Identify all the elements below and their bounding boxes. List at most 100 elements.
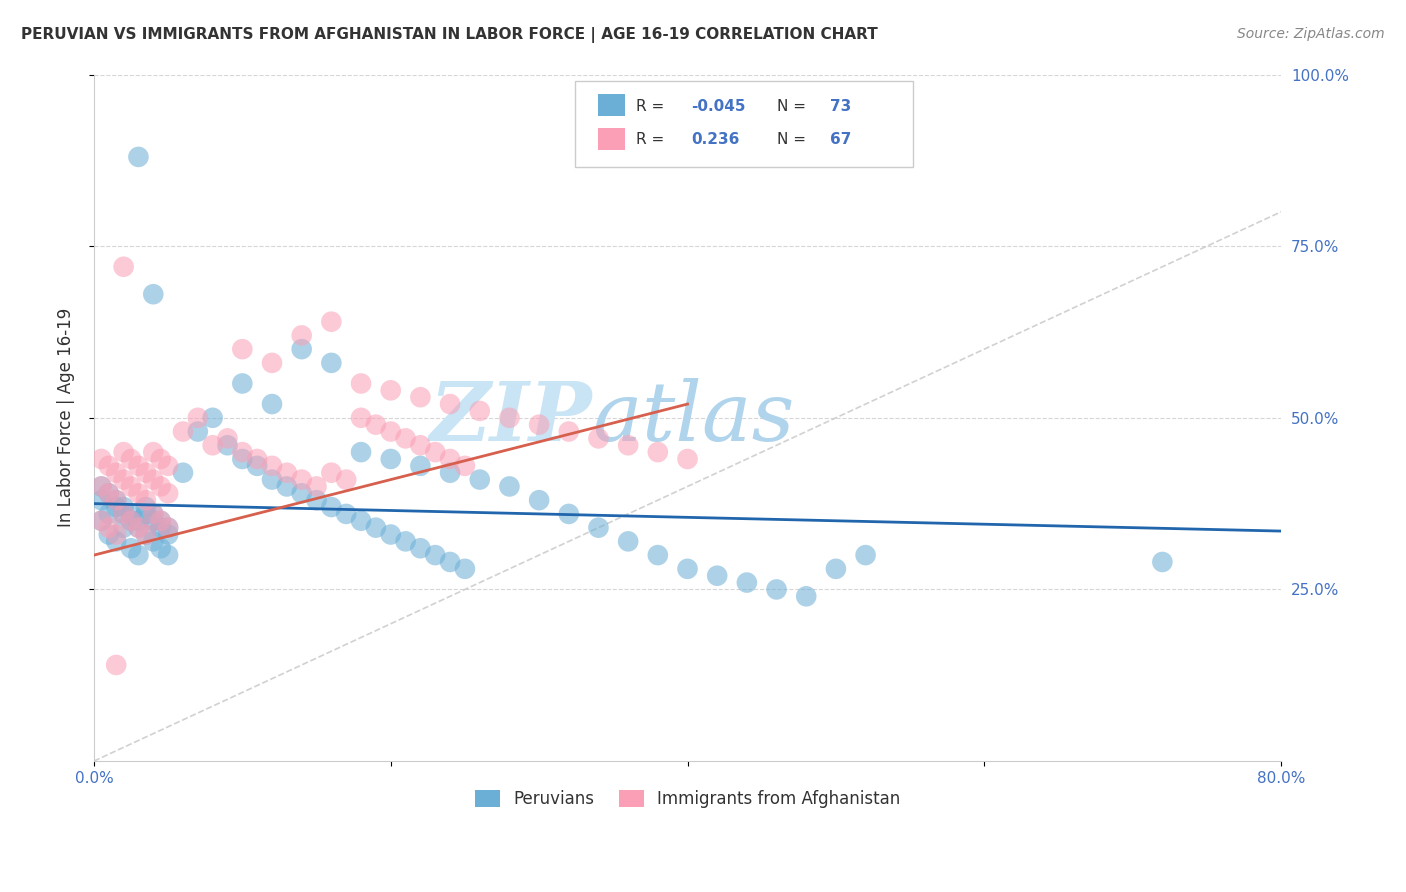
Immigrants from Afghanistan — [157, 521, 180, 535]
Immigrants from Afghanistan — [120, 514, 142, 528]
Peruvians — [112, 521, 135, 535]
Peruvians — [454, 562, 477, 576]
Peruvians — [90, 514, 112, 528]
Immigrants from Afghanistan — [90, 452, 112, 467]
Peruvians — [149, 521, 172, 535]
Peruvians — [135, 507, 157, 521]
Peruvians — [105, 534, 128, 549]
Peruvians — [112, 500, 135, 514]
Peruvians — [647, 548, 669, 562]
Immigrants from Afghanistan — [112, 507, 135, 521]
Peruvians — [276, 479, 298, 493]
Immigrants from Afghanistan — [394, 431, 416, 445]
Peruvians — [127, 150, 149, 164]
Peruvians — [617, 534, 640, 549]
Immigrants from Afghanistan — [468, 404, 491, 418]
Peruvians — [794, 590, 817, 604]
Immigrants from Afghanistan — [350, 410, 373, 425]
Peruvians — [120, 541, 142, 556]
Immigrants from Afghanistan — [105, 493, 128, 508]
Peruvians — [335, 507, 357, 521]
Immigrants from Afghanistan — [112, 260, 135, 274]
Immigrants from Afghanistan — [439, 397, 461, 411]
Immigrants from Afghanistan — [187, 410, 209, 425]
Peruvians — [260, 473, 283, 487]
Peruvians — [127, 514, 149, 528]
Text: 73: 73 — [830, 99, 851, 113]
Peruvians — [97, 486, 120, 500]
Peruvians — [558, 507, 581, 521]
Peruvians — [142, 514, 165, 528]
Peruvians — [765, 582, 787, 597]
Peruvians — [498, 479, 520, 493]
Peruvians — [105, 500, 128, 514]
Peruvians — [97, 507, 120, 521]
Immigrants from Afghanistan — [127, 458, 149, 473]
Immigrants from Afghanistan — [97, 521, 120, 535]
Immigrants from Afghanistan — [120, 479, 142, 493]
Immigrants from Afghanistan — [276, 466, 298, 480]
Peruvians — [172, 466, 194, 480]
Immigrants from Afghanistan — [149, 514, 172, 528]
Peruvians — [231, 376, 253, 391]
Immigrants from Afghanistan — [142, 445, 165, 459]
Immigrants from Afghanistan — [291, 473, 314, 487]
Peruvians — [676, 562, 699, 576]
Peruvians — [291, 486, 314, 500]
Immigrants from Afghanistan — [90, 479, 112, 493]
Text: ZIP: ZIP — [430, 378, 592, 458]
Peruvians — [260, 397, 283, 411]
Text: -0.045: -0.045 — [692, 99, 745, 113]
Peruvians — [425, 548, 447, 562]
Immigrants from Afghanistan — [617, 438, 640, 452]
Immigrants from Afghanistan — [321, 315, 343, 329]
Immigrants from Afghanistan — [588, 431, 610, 445]
Text: 67: 67 — [830, 132, 852, 147]
Immigrants from Afghanistan — [135, 527, 157, 541]
Peruvians — [735, 575, 758, 590]
Peruvians — [90, 479, 112, 493]
Peruvians — [157, 548, 180, 562]
Peruvians — [350, 445, 373, 459]
Text: R =: R = — [637, 132, 665, 147]
Peruvians — [855, 548, 877, 562]
Text: N =: N = — [776, 132, 806, 147]
Immigrants from Afghanistan — [217, 431, 239, 445]
Peruvians — [321, 356, 343, 370]
Immigrants from Afghanistan — [90, 514, 112, 528]
Text: R =: R = — [637, 99, 665, 113]
Immigrants from Afghanistan — [260, 458, 283, 473]
Peruvians — [706, 568, 728, 582]
Peruvians — [394, 534, 416, 549]
Immigrants from Afghanistan — [380, 425, 402, 439]
Immigrants from Afghanistan — [157, 458, 180, 473]
Immigrants from Afghanistan — [201, 438, 224, 452]
Immigrants from Afghanistan — [105, 466, 128, 480]
Immigrants from Afghanistan — [409, 390, 432, 404]
Immigrants from Afghanistan — [127, 486, 149, 500]
Peruvians — [825, 562, 848, 576]
Peruvians — [364, 521, 387, 535]
Peruvians — [157, 521, 180, 535]
Immigrants from Afghanistan — [305, 479, 328, 493]
Peruvians — [135, 527, 157, 541]
Immigrants from Afghanistan — [149, 479, 172, 493]
Peruvians — [380, 452, 402, 467]
Peruvians — [142, 287, 165, 301]
Peruvians — [588, 521, 610, 535]
Peruvians — [201, 410, 224, 425]
Immigrants from Afghanistan — [142, 507, 165, 521]
Peruvians — [187, 425, 209, 439]
Peruvians — [217, 438, 239, 452]
Immigrants from Afghanistan — [97, 458, 120, 473]
Immigrants from Afghanistan — [157, 486, 180, 500]
Bar — [599, 94, 624, 116]
Immigrants from Afghanistan — [112, 473, 135, 487]
Immigrants from Afghanistan — [142, 473, 165, 487]
Text: PERUVIAN VS IMMIGRANTS FROM AFGHANISTAN IN LABOR FORCE | AGE 16-19 CORRELATION C: PERUVIAN VS IMMIGRANTS FROM AFGHANISTAN … — [21, 27, 877, 43]
Peruvians — [291, 342, 314, 356]
Immigrants from Afghanistan — [425, 445, 447, 459]
Peruvians — [112, 507, 135, 521]
Immigrants from Afghanistan — [127, 521, 149, 535]
Peruvians — [380, 527, 402, 541]
